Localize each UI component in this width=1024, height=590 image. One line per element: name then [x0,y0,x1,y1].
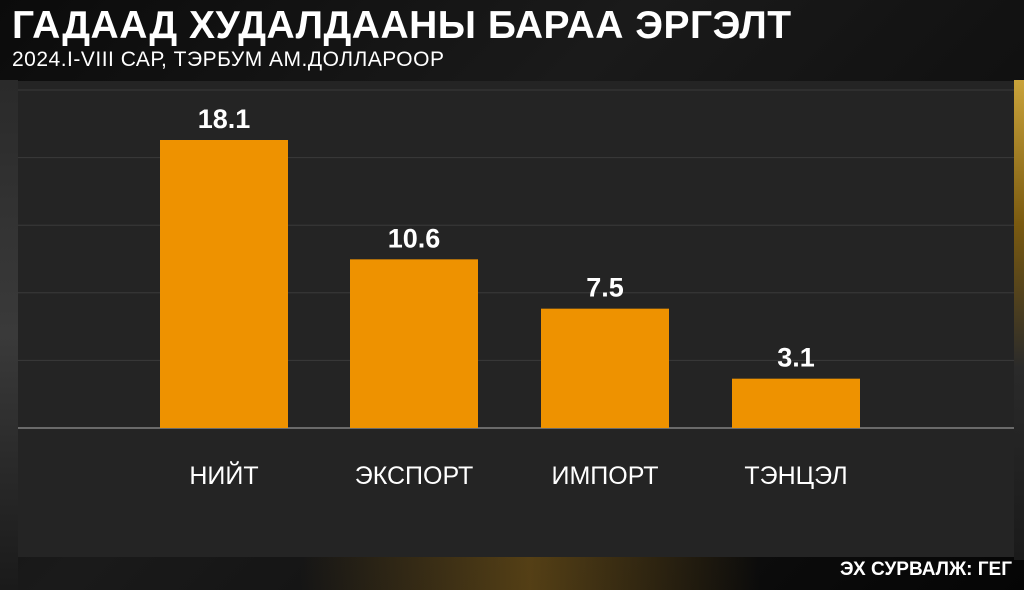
category-label-3: ИМПОРТ [551,462,658,490]
data-label-1: 18.1 [198,104,251,134]
background-decoration-left [0,80,18,590]
bar-3 [541,308,669,428]
background-decoration-bottom [300,556,760,590]
data-label-2: 10.6 [388,223,441,253]
bar-1 [160,140,288,428]
data-labels: 18.1 10.6 7.5 3.1 [198,104,815,373]
category-label-1: НИЙТ [189,460,258,490]
data-label-3: 7.5 [586,273,624,303]
chart-title: ГАДААД ХУДАЛДААНЫ БАРАА ЭРГЭЛТ [12,4,792,47]
category-label-4: ТЭНЦЭЛ [744,462,847,490]
category-label-2: ЭКСПОРТ [355,462,474,490]
category-labels: НИЙТ ЭКСПОРТ ИМПОРТ ТЭНЦЭЛ [189,460,847,490]
source-note: ЭХ СУРВАЛЖ: ГЕГ [839,559,1012,580]
data-label-4: 3.1 [777,343,815,373]
chart-subtitle: 2024.I-VIII САР, ТЭРБУМ АМ.ДОЛЛАРООР [12,48,445,71]
bars [160,140,860,428]
bar-2 [350,259,478,428]
bar-4 [732,378,860,428]
background-decoration-right [1014,80,1024,560]
